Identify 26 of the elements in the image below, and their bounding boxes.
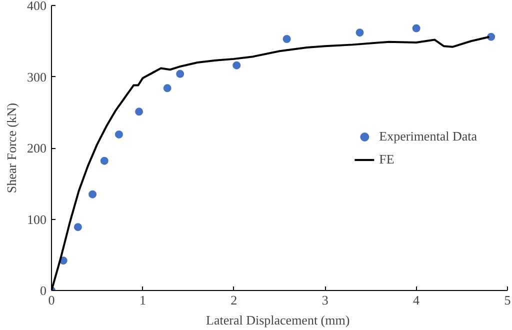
point [88,190,97,198]
y-tick-label: 300 [27,69,46,84]
point [135,108,144,116]
point [412,24,420,32]
point [356,28,364,37]
x-tick-label: 5 [504,292,511,308]
legend-label: Experimental Data [379,128,477,144]
point [163,84,172,92]
x-tick-label: 3 [322,292,328,308]
point [100,156,108,165]
x-tick-label: 2 [230,292,238,308]
y-tick-label: 200 [27,140,46,156]
y-tick-label: 400 [27,0,46,13]
point [114,130,123,138]
point [74,223,82,232]
y-tick-label: 100 [27,212,46,227]
x-axis-title: Lateral Displacement (mm) [206,312,350,328]
legend-label: FE [379,151,396,167]
y-tick-label: 0 [40,283,46,298]
x-tick-label: 4 [413,292,420,308]
point [487,32,496,41]
point [282,34,291,43]
y-axis-title: Shear Force (kN) [4,102,19,194]
point [176,70,184,78]
point [232,61,241,70]
x-tick-label: 1 [139,292,146,308]
